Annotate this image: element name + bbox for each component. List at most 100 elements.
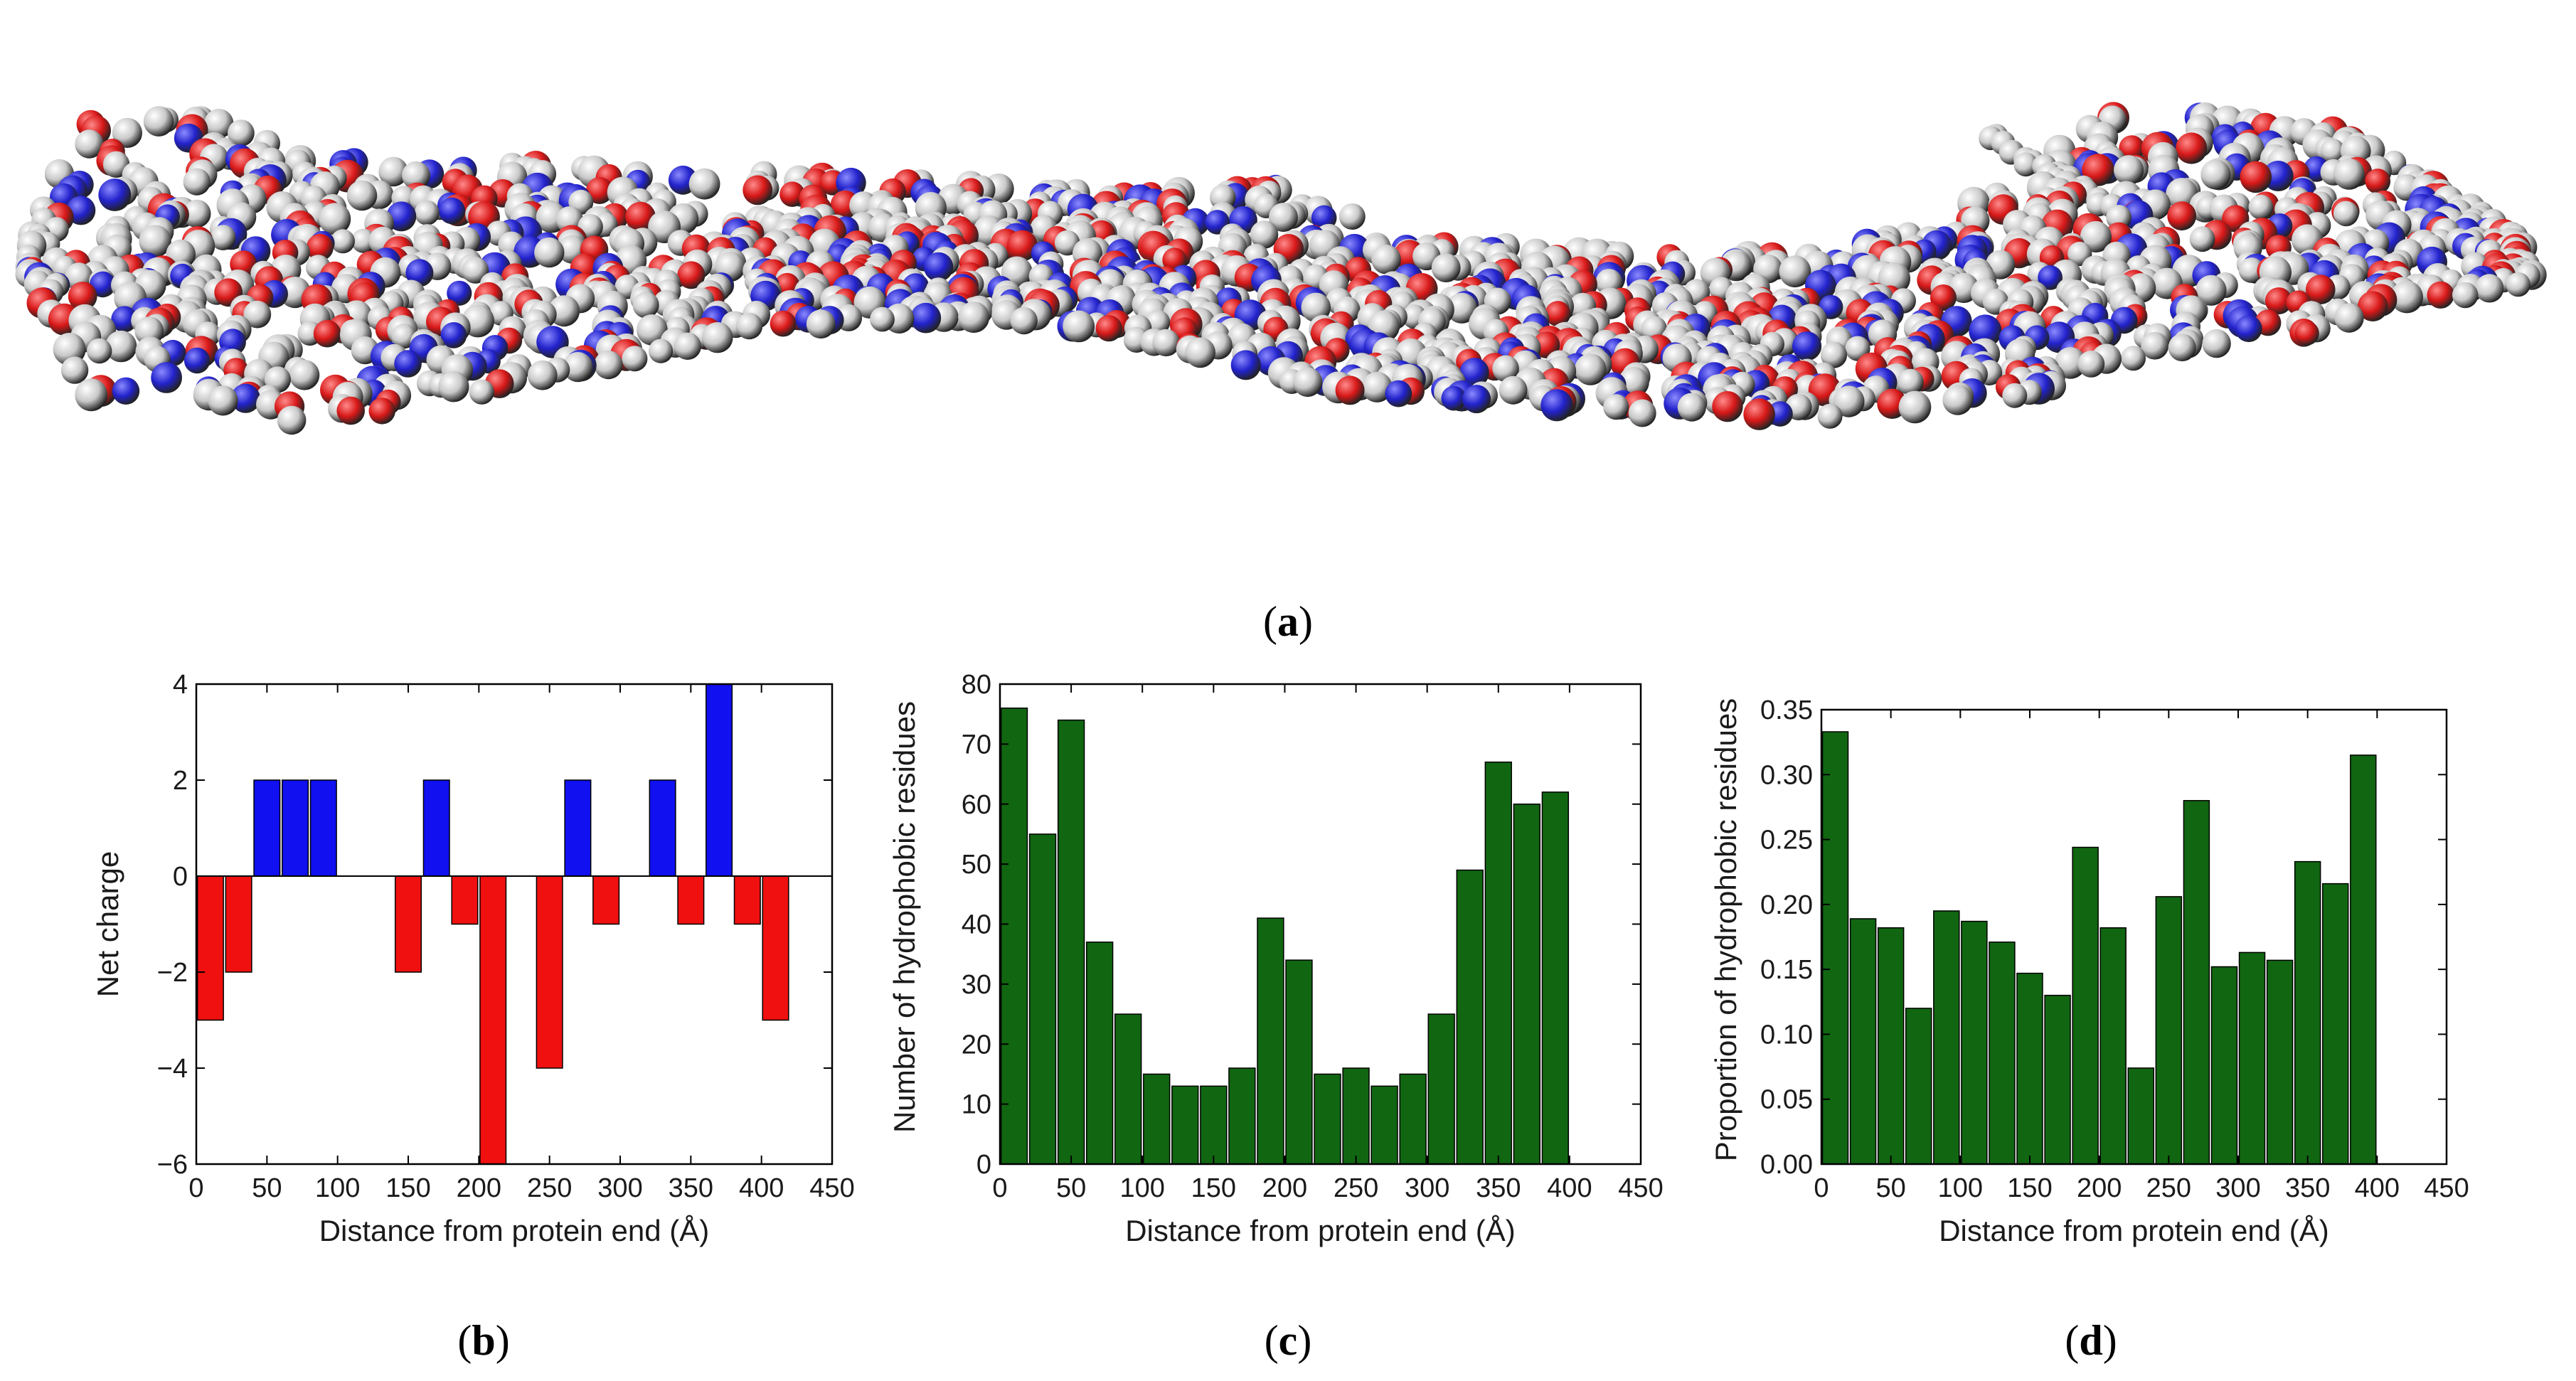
bar [1257,917,1284,1165]
atom-sphere [1462,385,1491,414]
atom-sphere [183,168,211,196]
atom-sphere [958,302,990,334]
y-tick-label: 40 [962,910,991,940]
atom-sphere [90,271,116,298]
atom-sphere [2240,161,2272,193]
atom-sphere [2365,169,2391,194]
y-tick-label: 50 [962,850,991,880]
x-tick-label: 150 [1191,1173,1236,1203]
bar [592,875,620,925]
x-tick-label: 0 [1814,1173,1829,1203]
bar [2155,896,2183,1165]
atom-sphere [68,282,97,311]
atom-sphere [2248,194,2274,220]
atom-sphere [2141,331,2169,360]
x-tick-label: 150 [2007,1173,2052,1203]
atom-sphere [586,177,613,204]
bar [2294,860,2321,1165]
atom-sphere [98,178,132,211]
atom-sphere [75,378,108,412]
x-tick-label: 50 [252,1173,282,1203]
y-tick-label: −6 [157,1150,188,1180]
atom-sphere [306,233,334,261]
atom-sphere [331,229,355,254]
x-axis-label: Distance from protein end (Å) [319,1214,710,1247]
atom-sphere [2080,220,2112,253]
x-tick-label: 250 [527,1173,572,1203]
bar [1427,1013,1455,1165]
atom-sphere [632,292,659,319]
atom-sphere [112,377,140,405]
y-tick-label: 2 [173,766,188,796]
atom-sphere [1292,367,1323,398]
atom-sphere [702,322,733,353]
atom-sphere [1817,403,1843,429]
bar [1484,761,1512,1165]
x-tick-label: 350 [2285,1173,2330,1203]
atom-sphere [1361,371,1393,402]
x-tick-label: 100 [315,1173,360,1203]
x-tick-label: 0 [188,1173,203,1203]
atom-sphere [2390,280,2423,314]
atom-sphere [2167,201,2197,231]
bar [2322,883,2349,1165]
atom-sphere [2166,178,2198,210]
bar [564,779,592,877]
bar [1285,959,1313,1165]
atom-sphere [1185,337,1215,368]
panel-label-a: (a) [1263,598,1313,645]
atom-sphere [1603,394,1629,420]
atom-sphere [105,330,137,363]
x-tick-label: 50 [1056,1173,1086,1203]
bar [225,875,252,973]
atom-sphere [208,385,238,416]
x-tick-label: 250 [2146,1173,2191,1203]
bar [196,875,224,1021]
atom-sphere [1335,375,1365,405]
atom-sphere [1942,385,1973,415]
atom-sphere [548,295,580,327]
panel-label-d: (d) [2065,1317,2117,1364]
atom-sphere [60,356,89,384]
bar [2016,972,2043,1165]
x-tick-label: 450 [1618,1173,1663,1203]
y-tick-label: 60 [962,790,991,820]
bar [2127,1067,2154,1165]
y-tick-label: 0.30 [1760,760,1813,790]
atom-sphere [1095,315,1122,342]
bar [1314,1073,1341,1165]
atom-sphere [674,332,701,360]
atom-sphere [210,225,236,250]
atom-sphere [2427,281,2454,309]
atom-sphere [527,360,558,390]
atom-sphere [230,383,260,413]
atom-sphere [438,371,469,402]
atom-sphere [2176,132,2208,164]
atom-sphere [182,199,211,228]
atom-sphere [2334,303,2364,333]
x-tick-label: 100 [1938,1173,1983,1203]
hydrophobic-count-chart: 0 50 100 150 200 250 300 350 400 450 0 10 20 30 40 50 60… [888,670,1664,1247]
hydrophobic-proportion-chart: 0 50 100 150 200 250 300 350 400 450 0.00 0.05 0.10 0… [1709,695,2469,1247]
atom-sphere [625,201,656,233]
atom-sphere [1820,341,1848,368]
x-tick-label: 200 [457,1173,501,1203]
atom-sphere [2320,138,2345,163]
atom-sphere [1250,220,1279,249]
net-charge-chart: 0 50 100 150 200 250 300 350 400 450 −6 −4 −2 0 2 4 Dist… [91,670,855,1247]
y-tick-label: 20 [962,1030,991,1060]
atom-sphere [378,156,408,187]
atom-sphere [622,346,648,372]
bar [394,875,422,973]
bar [1342,1067,1370,1165]
bar [253,779,281,877]
atom-sphere [243,300,272,329]
atom-sphere [228,119,255,147]
atom-sphere [563,351,593,383]
bar [1849,918,1877,1165]
atom-sphere [1446,292,1477,324]
atom-sphere [183,347,211,374]
atom-sphere [594,350,623,380]
atom-sphere [1575,353,1607,385]
atom-sphere [469,379,494,405]
